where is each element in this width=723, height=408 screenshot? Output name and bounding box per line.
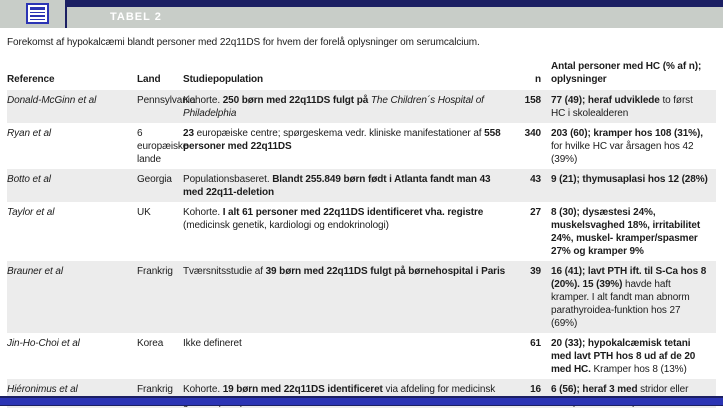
table-row: Donald-McGinn et al Pennsylvania Kohorte. … bbox=[7, 90, 716, 123]
cell-n: 39 bbox=[530, 266, 541, 277]
cell-hc-oplysninger: 203 (60); kramper hos 108 (31%), for hvi… bbox=[551, 128, 703, 165]
table-caption: Forekomst af hypokalcæmi blandt personer… bbox=[7, 37, 480, 48]
cell-n: 61 bbox=[530, 338, 541, 349]
table-row: Taylor et al UK Kohorte. I alt 61 personer… bbox=[7, 202, 716, 261]
cell-reference: Taylor et al bbox=[7, 207, 55, 218]
table-row: Botto et al Georgia Populationsbaseret. Bl… bbox=[7, 169, 716, 202]
cell-reference: Donald-McGinn et al bbox=[7, 95, 97, 106]
cell-land: Frankrig bbox=[137, 266, 173, 277]
cell-land: UK bbox=[137, 207, 151, 218]
table-row: Brauner et al Frankrig Tværsnitsstudie af … bbox=[7, 261, 716, 333]
table-body: Donald-McGinn et al Pennsylvania Kohorte. … bbox=[7, 90, 716, 408]
column-header-studiepopulation: Studiepopulation bbox=[183, 74, 264, 85]
masthead-divider bbox=[65, 0, 67, 28]
cell-studiepopulation: Tværsnitsstudie af 39 børn med 22q11DS f… bbox=[183, 266, 506, 277]
cell-hc-oplysninger: 20 (33); hypokalcæmisk tetani med lavt P… bbox=[551, 338, 696, 375]
cell-reference: Jin-Ho-Choi et al bbox=[7, 338, 80, 349]
masthead-navy-strip bbox=[66, 0, 723, 7]
table-row: Ryan et al 6 europæiske lande 23 europæisk… bbox=[7, 123, 716, 169]
cell-reference: Hiéronimus et al bbox=[7, 384, 78, 395]
column-header-reference: Reference bbox=[7, 74, 55, 85]
cell-studiepopulation: Kohorte. 250 børn med 22q11DS fulgt på T… bbox=[183, 95, 484, 119]
cell-land: 6 europæiske lande bbox=[137, 128, 189, 165]
cell-studiepopulation: Kohorte. I alt 61 personer med 22q11DS i… bbox=[183, 207, 484, 231]
cell-studiepopulation: Populationsbaseret. Blandt 255.849 børn … bbox=[183, 174, 491, 198]
column-header-land: Land bbox=[137, 74, 161, 85]
cell-n: 16 bbox=[530, 384, 541, 395]
cell-hc-oplysninger: 9 (21); thymusaplasi hos 12 (28%) bbox=[551, 174, 708, 185]
cell-reference: Botto et al bbox=[7, 174, 51, 185]
cell-n: 43 bbox=[530, 174, 541, 185]
table-header: Reference Land Studiepopulation n Antal … bbox=[7, 48, 716, 90]
column-header-n: n bbox=[534, 74, 541, 85]
column-header-hc: Antal personer med HC (% af n); oplysnin… bbox=[551, 61, 702, 85]
cell-studiepopulation: Ikke defineret bbox=[183, 338, 242, 349]
bottom-blue-bar bbox=[0, 396, 723, 406]
cell-reference: Brauner et al bbox=[7, 266, 63, 277]
cell-land: Frankrig bbox=[137, 384, 173, 395]
table-list-icon bbox=[26, 3, 49, 24]
table-masthead: TABEL 2 bbox=[0, 0, 723, 28]
cell-land: Pennsylvania bbox=[137, 95, 196, 106]
cell-hc-oplysninger: 77 (49); heraf udviklede to først HC i s… bbox=[551, 95, 693, 119]
table-row: Jin-Ho-Choi et al Korea Ikke defineret 61 20… bbox=[7, 333, 716, 379]
cell-land: Korea bbox=[137, 338, 164, 349]
cell-hc-oplysninger: 16 (41); lavt PTH ift. til S-Ca hos 8 (2… bbox=[551, 266, 707, 329]
table-label: TABEL 2 bbox=[110, 11, 162, 23]
cell-hc-oplysninger: 8 (30); dysæstesi 24%, muskelsvaghed 18%… bbox=[551, 207, 701, 257]
cell-studiepopulation: 23 europæiske centre; spørgeskema vedr. … bbox=[183, 128, 501, 152]
cell-n: 340 bbox=[524, 128, 541, 139]
cell-land: Georgia bbox=[137, 174, 172, 185]
table-header-row: Reference Land Studiepopulation n Antal … bbox=[7, 48, 716, 90]
cell-n: 27 bbox=[530, 207, 541, 218]
cell-n: 158 bbox=[524, 95, 541, 106]
cell-reference: Ryan et al bbox=[7, 128, 52, 139]
data-table: Reference Land Studiepopulation n Antal … bbox=[7, 48, 716, 408]
